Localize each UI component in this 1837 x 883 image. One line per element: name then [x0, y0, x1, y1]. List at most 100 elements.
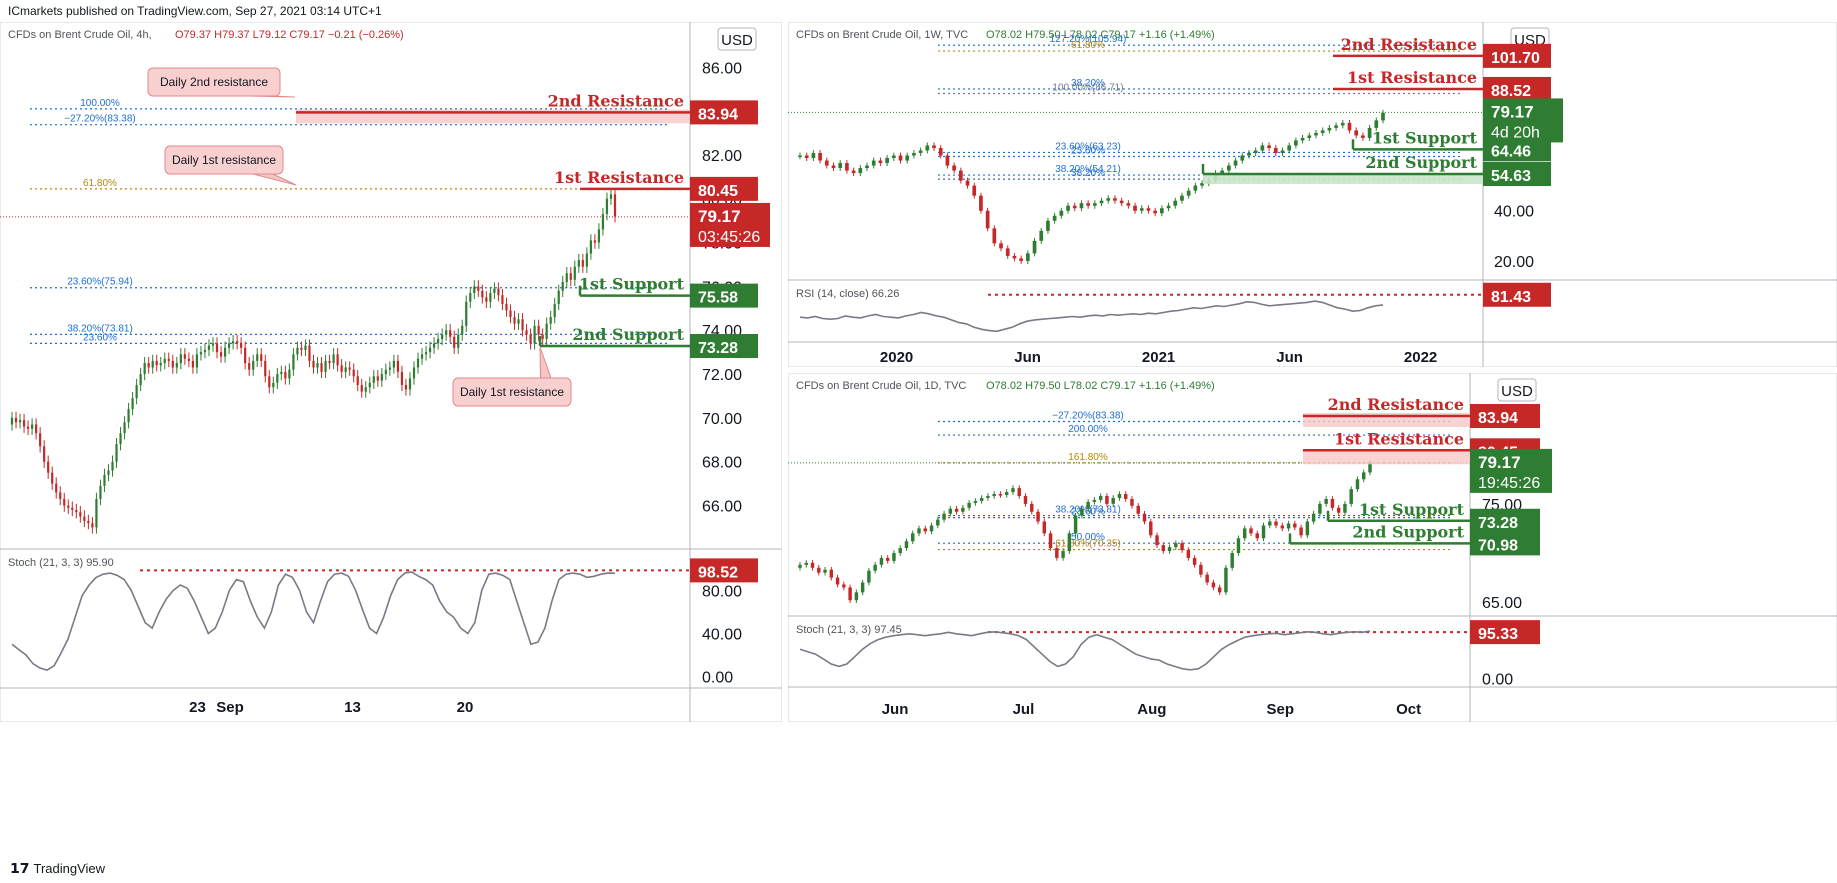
candle-body	[1253, 150, 1258, 153]
candle-body	[1186, 550, 1191, 558]
chart-panel-daily[interactable]: CFDs on Brent Crude Oil, 1D, TVC O78.02 H…	[788, 373, 1837, 722]
candle-body	[549, 317, 552, 324]
candle-body	[47, 461, 50, 473]
candle-body	[384, 369, 387, 375]
candle-body	[67, 505, 70, 508]
candle-body	[1086, 501, 1090, 509]
oscillator-level-tag: 81.43	[1483, 282, 1551, 307]
tradingview-footer[interactable]: 𝟭𝟳 TradingView	[10, 860, 105, 877]
candle-body	[59, 492, 62, 499]
candle-body	[485, 297, 488, 302]
level-label: 1st Support	[579, 275, 685, 294]
panel-frame	[788, 373, 1837, 722]
candle-body	[533, 325, 536, 344]
candle-body	[123, 422, 126, 434]
level-price-box	[1470, 531, 1540, 556]
candle-body	[1123, 494, 1128, 499]
callout-box	[147, 67, 281, 97]
candle-body	[798, 564, 802, 568]
callout-text: Daily 1st resistance	[460, 385, 564, 399]
candle-body	[945, 155, 950, 166]
candle-body	[183, 354, 186, 359]
candle-body	[1243, 528, 1247, 539]
level-price-box	[690, 176, 758, 201]
candle-body	[1286, 523, 1291, 529]
candle-body	[911, 533, 915, 542]
x-tick-label: 13	[344, 699, 361, 716]
oscillator-level-value: 81.43	[1491, 289, 1531, 306]
candle-body	[917, 528, 921, 534]
candle-body	[111, 461, 114, 471]
candle-body	[525, 330, 528, 335]
price-tag-box	[690, 202, 770, 247]
candle-body	[489, 292, 492, 302]
candle-body	[35, 424, 38, 434]
candle-body	[842, 584, 846, 588]
candle-body	[1273, 147, 1278, 153]
currency-box	[1497, 378, 1537, 402]
candle-body	[167, 358, 170, 361]
y-tick-label: 70.00	[702, 411, 742, 428]
candle-body	[1260, 145, 1265, 151]
resistance-level-1: 2nd Resistance 83.94	[1303, 395, 1540, 428]
candle-body	[240, 343, 243, 348]
candle-body	[1061, 551, 1065, 558]
candle-body	[865, 165, 869, 169]
candle-body	[1294, 140, 1298, 146]
y-tick-label: 68.00	[702, 455, 742, 472]
level-price-label: 54.63	[1491, 168, 1531, 185]
candle-body	[1255, 533, 1259, 539]
candle-body	[135, 385, 138, 399]
candle-body	[493, 288, 496, 293]
support-level-4: 2nd Support 54.63	[1201, 153, 1551, 187]
candle-body	[1055, 548, 1059, 558]
candle-body	[541, 334, 544, 339]
candle-body	[231, 341, 235, 344]
candle-body	[131, 398, 134, 410]
candle-body	[408, 378, 412, 390]
candle-body	[437, 339, 440, 344]
price-tag-countdown: 03:45:26	[698, 229, 760, 246]
candle-body	[1166, 205, 1171, 209]
candle-body	[972, 185, 977, 196]
candle-body	[400, 371, 404, 386]
level-label: 1st Resistance	[1347, 68, 1477, 87]
currency-box	[717, 27, 757, 51]
candle-body	[1093, 203, 1097, 206]
candle-body	[1334, 125, 1338, 128]
candle-body	[1039, 230, 1044, 241]
candle-body	[39, 433, 42, 447]
candle-body	[1314, 132, 1318, 136]
fib-level-label: 127.20%(105.94)	[1050, 34, 1127, 45]
x-tick-label: Jul	[1013, 701, 1035, 718]
currency-badge: USD	[717, 27, 757, 51]
candle-body	[885, 557, 890, 561]
candle-body	[557, 290, 560, 304]
candle-body	[1155, 535, 1159, 546]
publish-header: ICmarkets published on TradingView.com, …	[8, 4, 382, 18]
candle-body	[1205, 574, 1209, 583]
callout-box	[164, 145, 284, 175]
candle-body	[1111, 497, 1115, 504]
support-level-3: 1st Support 73.28	[1326, 500, 1540, 533]
candle-body	[1004, 492, 1009, 496]
candle-body	[952, 165, 956, 171]
candle-body	[871, 160, 876, 166]
candle-body	[211, 343, 215, 346]
chart-panel-4h[interactable]: CFDs on Brent Crude Oil, 4h, O79.37 H79.3…	[0, 22, 782, 722]
candle-body	[605, 198, 609, 215]
price-tag: 79.17 03:45:26	[690, 202, 770, 247]
ohlc-values: O79.37 H79.37 L79.12 C79.17 −0.21 (−0.26…	[175, 29, 404, 41]
candle-body	[1236, 538, 1241, 554]
candle-body	[1305, 521, 1310, 536]
candle-body	[867, 570, 871, 583]
candle-body	[986, 496, 990, 498]
candle-body	[1023, 496, 1028, 504]
x-tick-label: Oct	[1396, 701, 1421, 718]
candle-body	[127, 409, 130, 423]
candle-body	[824, 160, 829, 166]
oscillator-label: Stoch (21, 3, 3) 97.45	[796, 624, 902, 636]
candle-body	[1361, 135, 1365, 138]
candle-body	[848, 587, 852, 601]
chart-panel-weekly[interactable]: CFDs on Brent Crude Oil, 1W, TVC O78.02 H…	[788, 22, 1837, 367]
